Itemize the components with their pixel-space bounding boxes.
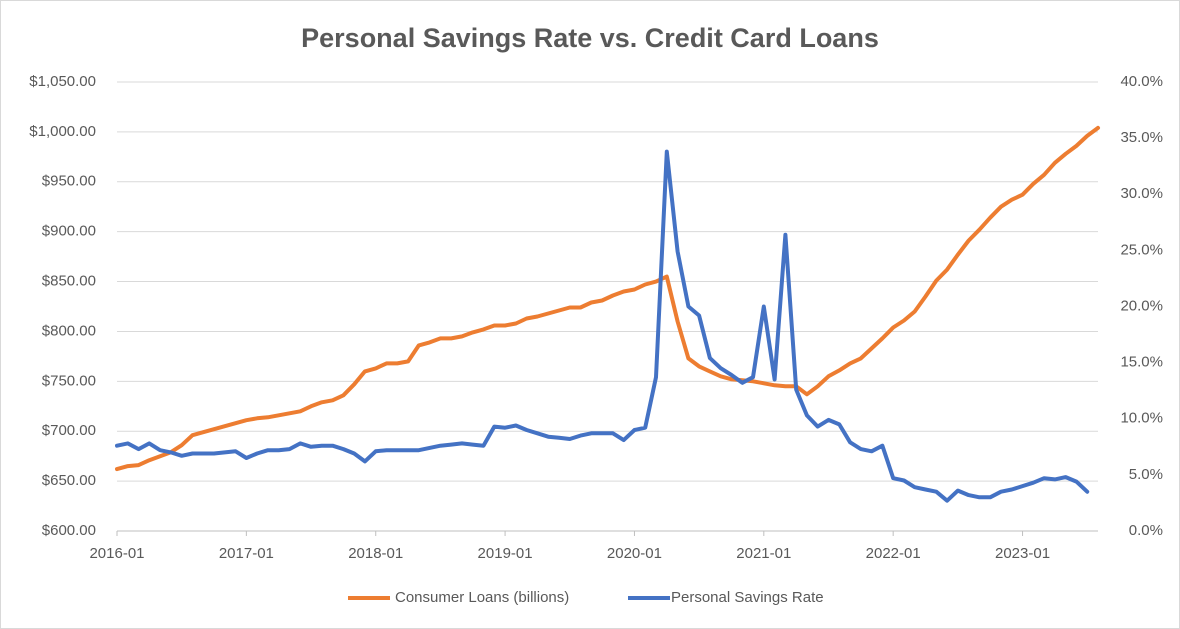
x-tick-label: 2021-01 [736,545,791,562]
y-tick-label: $600.00 [42,522,96,539]
y2-tick-label: 15.0% [1120,354,1163,371]
y-tick-label: $650.00 [42,472,96,489]
y-tick-label: $900.00 [42,223,96,240]
y-tick-label: $700.00 [42,422,96,439]
chart-title: Personal Savings Rate vs. Credit Card Lo… [301,23,879,53]
y-tick-label: $950.00 [42,173,96,190]
x-tick-label: 2016-01 [89,545,144,562]
series-line [115,125,1100,472]
legend-label: Consumer Loans (billions) [395,589,569,606]
y-tick-label: $850.00 [42,273,96,290]
y2-tick-label: 0.0% [1129,522,1163,539]
y2-tick-label: 20.0% [1120,297,1163,314]
y2-tick-label: 25.0% [1120,241,1163,258]
y2-tick-label: 30.0% [1120,185,1163,202]
y-tick-label: $800.00 [42,322,96,339]
y-tick-label: $750.00 [42,372,96,389]
series-line [115,149,1090,503]
y2-tick-label: 40.0% [1120,73,1163,90]
x-tick-label: 2017-01 [219,545,274,562]
x-tick-label: 2018-01 [348,545,403,562]
x-tick-label: 2023-01 [995,545,1050,562]
x-tick-label: 2022-01 [866,545,921,562]
y2-tick-label: 5.0% [1129,466,1163,483]
y2-tick-label: 35.0% [1120,129,1163,146]
legend-label: Personal Savings Rate [671,589,824,606]
y-tick-label: $1,000.00 [29,123,96,140]
y2-tick-label: 10.0% [1120,410,1163,427]
x-tick-label: 2019-01 [478,545,533,562]
y-tick-label: $1,050.00 [29,73,96,90]
x-tick-label: 2020-01 [607,545,662,562]
